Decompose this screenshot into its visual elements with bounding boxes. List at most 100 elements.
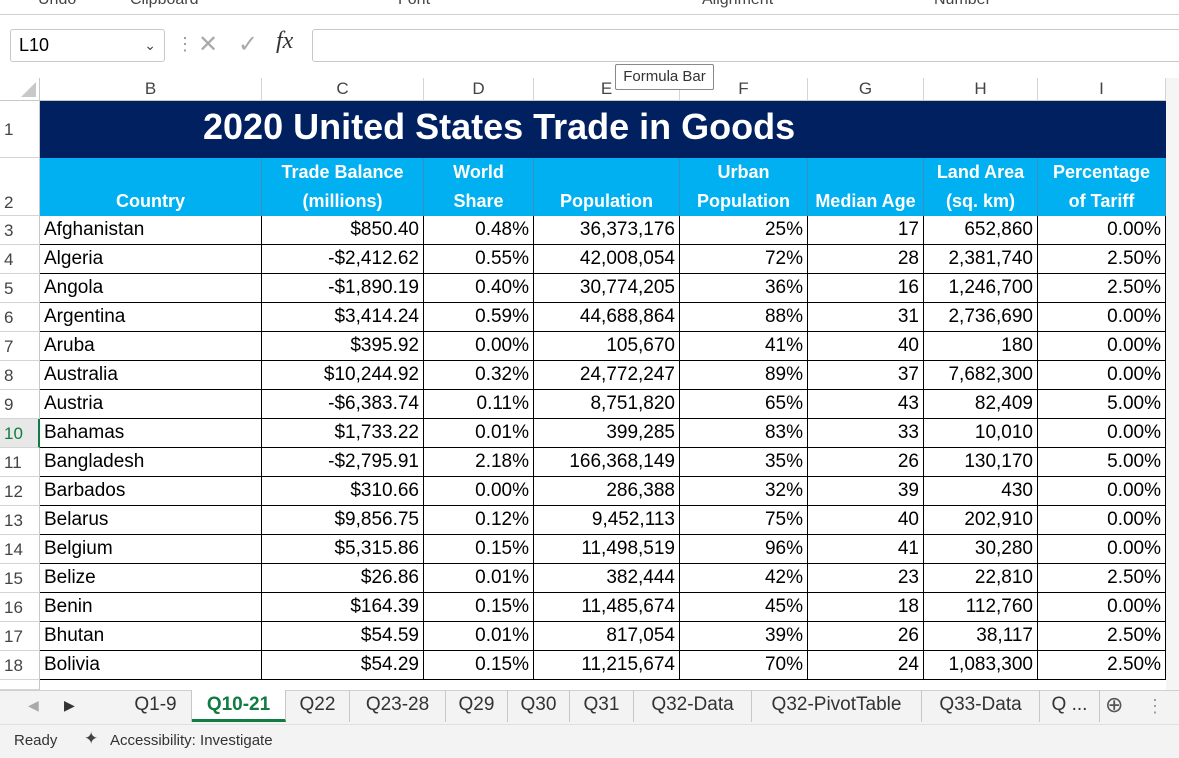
cell[interactable]: 7,682,300 <box>924 361 1038 390</box>
cell[interactable]: 399,285 <box>534 419 680 448</box>
cell[interactable]: $850.40 <box>262 216 424 245</box>
cell[interactable]: 33 <box>808 419 924 448</box>
cell[interactable]: 30,774,205 <box>534 274 680 303</box>
cell[interactable]: 30,280 <box>924 535 1038 564</box>
row-header[interactable]: 11 <box>0 448 40 477</box>
cell[interactable]: 40 <box>808 332 924 361</box>
cell[interactable]: $395.92 <box>262 332 424 361</box>
cell[interactable]: 8,751,820 <box>534 390 680 419</box>
cell[interactable]: -$2,412.62 <box>262 245 424 274</box>
cell[interactable]: 2,381,740 <box>924 245 1038 274</box>
cell[interactable]: 2.50% <box>1038 274 1166 303</box>
row-header[interactable]: 10 <box>0 419 40 448</box>
cell[interactable]: 23 <box>808 564 924 593</box>
cell[interactable]: 1,083,300 <box>924 651 1038 680</box>
cell[interactable]: 10,010 <box>924 419 1038 448</box>
cell[interactable]: 41 <box>808 535 924 564</box>
cell[interactable]: 45% <box>680 593 808 622</box>
cell[interactable]: Bahamas <box>40 419 262 448</box>
cell[interactable]: $9,856.75 <box>262 506 424 535</box>
cell[interactable]: 2.50% <box>1038 245 1166 274</box>
column-header[interactable]: H <box>924 78 1038 101</box>
cell[interactable]: 0.01% <box>424 622 534 651</box>
sheet-tab[interactable]: Q32-PivotTable <box>752 690 922 722</box>
row-header[interactable]: 8 <box>0 361 40 390</box>
cell[interactable]: 39 <box>808 477 924 506</box>
cell[interactable]: 382,444 <box>534 564 680 593</box>
cell[interactable]: 2.50% <box>1038 622 1166 651</box>
cancel-icon[interactable]: ✕ <box>198 31 219 58</box>
cell[interactable]: 0.00% <box>1038 216 1166 245</box>
cell[interactable]: 39% <box>680 622 808 651</box>
cell[interactable]: 0.01% <box>424 419 534 448</box>
cell[interactable]: 75% <box>680 506 808 535</box>
cell[interactable]: -$1,890.19 <box>262 274 424 303</box>
cell[interactable]: 37 <box>808 361 924 390</box>
cell[interactable]: $3,414.24 <box>262 303 424 332</box>
row-header[interactable]: 18 <box>0 651 40 680</box>
cell[interactable]: 202,910 <box>924 506 1038 535</box>
cell[interactable]: 38,117 <box>924 622 1038 651</box>
cell[interactable]: 0.40% <box>424 274 534 303</box>
sheet-tab[interactable]: Q29 <box>446 690 508 722</box>
cell[interactable]: 180 <box>924 332 1038 361</box>
cell[interactable]: 652,860 <box>924 216 1038 245</box>
cell[interactable]: 11,215,674 <box>534 651 680 680</box>
cell[interactable]: Belgium <box>40 535 262 564</box>
column-header[interactable]: I <box>1038 78 1166 101</box>
tab-menu[interactable]: ⋮ <box>1146 696 1164 716</box>
cell[interactable]: $1,733.22 <box>262 419 424 448</box>
row-header[interactable]: 5 <box>0 274 40 303</box>
cell[interactable]: 28 <box>808 245 924 274</box>
cell[interactable]: 0.15% <box>424 593 534 622</box>
cell[interactable]: 32% <box>680 477 808 506</box>
cell[interactable]: 166,368,149 <box>534 448 680 477</box>
sheet-tab[interactable]: Q32-Data <box>634 690 752 722</box>
sheet-tab[interactable]: Q1-9 <box>120 690 192 722</box>
cell[interactable]: 2.18% <box>424 448 534 477</box>
cell[interactable]: 44,688,864 <box>534 303 680 332</box>
cell[interactable]: Bangladesh <box>40 448 262 477</box>
tab-scroll-right[interactable]: ▶ <box>64 697 75 713</box>
row-header[interactable]: 13 <box>0 506 40 535</box>
cell[interactable]: 26 <box>808 448 924 477</box>
cell[interactable]: Belarus <box>40 506 262 535</box>
cell[interactable]: 0.01% <box>424 564 534 593</box>
cell[interactable]: $310.66 <box>262 477 424 506</box>
column-header[interactable]: G <box>808 78 924 101</box>
cell[interactable]: Austria <box>40 390 262 419</box>
cell[interactable]: Bhutan <box>40 622 262 651</box>
cell[interactable]: 41% <box>680 332 808 361</box>
cell[interactable]: 24,772,247 <box>534 361 680 390</box>
cell[interactable]: 5.00% <box>1038 448 1166 477</box>
row-header[interactable]: 2 <box>0 158 40 216</box>
cell[interactable]: 0.00% <box>1038 593 1166 622</box>
cell[interactable]: 24 <box>808 651 924 680</box>
formula-input[interactable] <box>312 29 1179 62</box>
cell[interactable]: Australia <box>40 361 262 390</box>
cell[interactable]: 1,246,700 <box>924 274 1038 303</box>
column-header[interactable]: C <box>262 78 424 101</box>
cell[interactable]: 130,170 <box>924 448 1038 477</box>
cell[interactable]: 9,452,113 <box>534 506 680 535</box>
cell[interactable]: 112,760 <box>924 593 1038 622</box>
cell[interactable]: 0.00% <box>1038 303 1166 332</box>
column-header[interactable]: B <box>40 78 262 101</box>
cell[interactable]: 2.50% <box>1038 651 1166 680</box>
status-accessibility[interactable]: Accessibility: Investigate <box>110 732 273 749</box>
cell[interactable]: 88% <box>680 303 808 332</box>
sheet-tab[interactable]: Q30 <box>508 690 570 722</box>
cell[interactable]: 2.50% <box>1038 564 1166 593</box>
cell[interactable]: 26 <box>808 622 924 651</box>
cell[interactable]: 105,670 <box>534 332 680 361</box>
cell[interactable]: 31 <box>808 303 924 332</box>
sheet-tab[interactable]: Q23-28 <box>350 690 446 722</box>
sheet-tab[interactable]: Q31 <box>570 690 634 722</box>
cell[interactable]: 2,736,690 <box>924 303 1038 332</box>
cell[interactable]: $164.39 <box>262 593 424 622</box>
cell[interactable]: $54.29 <box>262 651 424 680</box>
cell[interactable]: 0.11% <box>424 390 534 419</box>
cell[interactable]: 0.00% <box>1038 506 1166 535</box>
cell[interactable]: 40 <box>808 506 924 535</box>
row-header[interactable]: 9 <box>0 390 40 419</box>
